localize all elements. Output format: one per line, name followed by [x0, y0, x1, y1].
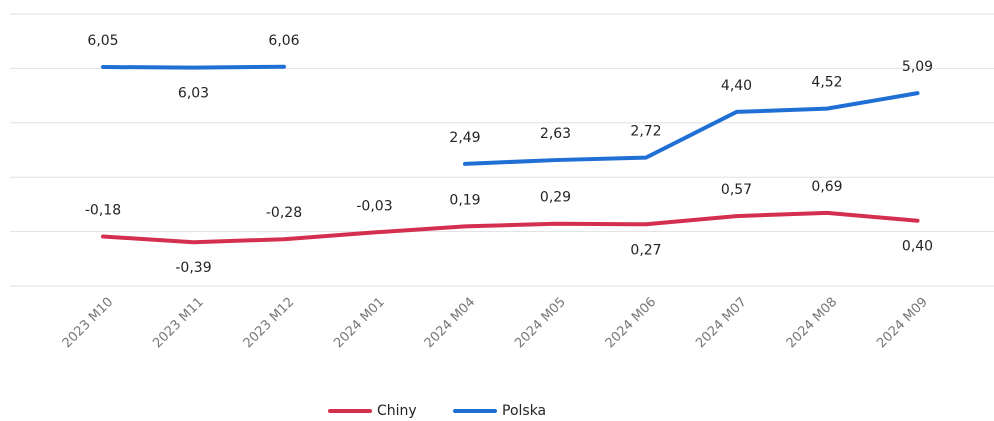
data-label: -0,39	[175, 260, 211, 276]
data-label: 2,72	[630, 124, 661, 140]
x-tick-label: 2024 M05	[512, 295, 569, 352]
data-label: 6,03	[178, 86, 209, 102]
x-tick-label: 2024 M07	[693, 295, 750, 352]
data-label: 0,69	[811, 179, 842, 195]
data-label: 0,40	[902, 239, 933, 255]
data-label: 5,09	[902, 59, 933, 75]
data-label: 6,06	[268, 33, 299, 49]
data-label: -0,28	[266, 205, 302, 221]
x-tick-label: 2024 M04	[422, 295, 479, 352]
data-label: 0,19	[449, 192, 480, 208]
data-label: -0,03	[356, 198, 392, 214]
x-tick-label: 2024 M08	[784, 295, 841, 352]
data-label: 4,40	[721, 78, 752, 94]
series-line	[101, 64, 920, 166]
data-label: 2,49	[449, 130, 480, 146]
data-label: 0,29	[540, 190, 571, 206]
legend-label: Chiny	[377, 403, 417, 419]
x-tick-label: 2023 M11	[150, 295, 207, 352]
data-label: 0,57	[721, 182, 752, 198]
data-label: -0,18	[85, 202, 121, 218]
series-line	[101, 210, 920, 245]
x-tick-label: 2023 M12	[241, 295, 298, 352]
x-tick-label: 2023 M10	[60, 295, 117, 352]
x-tick-label: 2024 M09	[874, 295, 931, 352]
x-tick-label: 2024 M01	[331, 295, 388, 352]
data-label: 4,52	[811, 75, 842, 91]
legend-label: Polska	[502, 403, 546, 419]
data-label: 0,27	[630, 242, 661, 258]
data-label: 2,63	[540, 126, 571, 142]
x-tick-label: 2024 M06	[603, 295, 660, 352]
data-label: 6,05	[87, 33, 118, 49]
